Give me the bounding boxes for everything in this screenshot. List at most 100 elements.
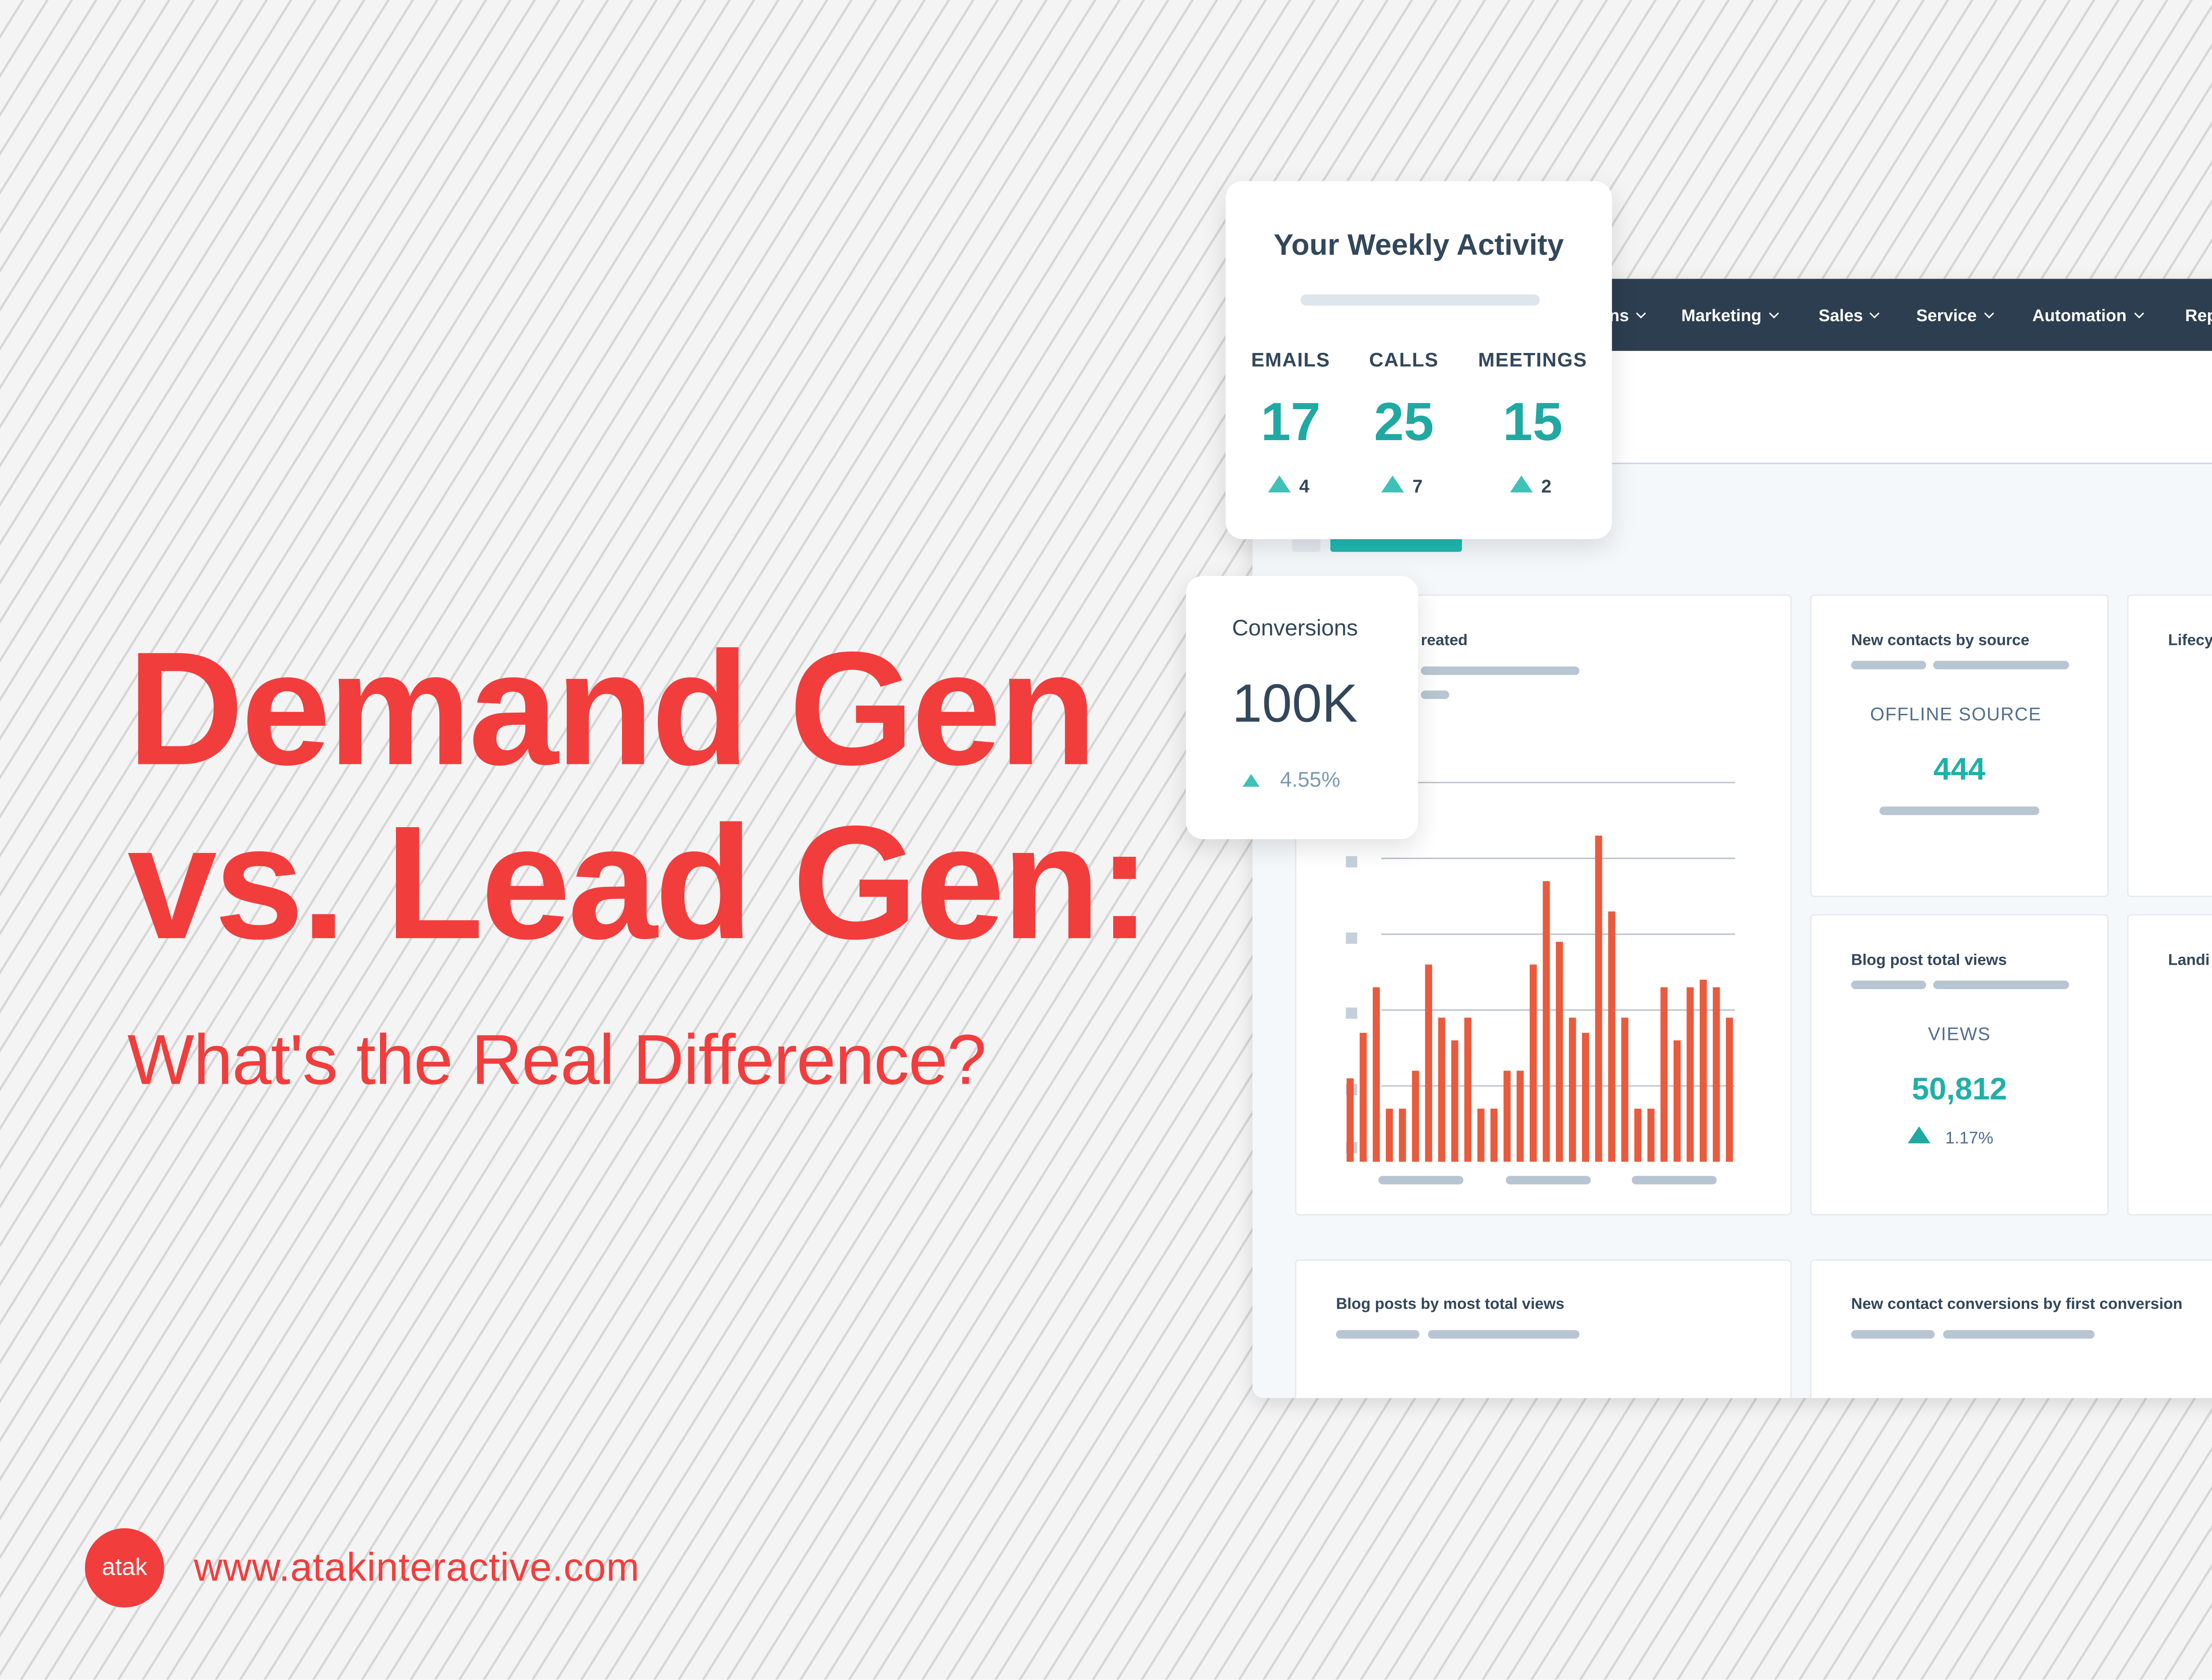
metric-value: 25 [1374, 393, 1434, 453]
bar [1399, 1108, 1406, 1162]
bar-chart [1346, 782, 1735, 1185]
blog-posts-panel: Blog posts by most total views [1295, 1259, 1792, 1398]
metric-label: CALLS [1369, 348, 1439, 371]
placeholder [1851, 660, 1926, 670]
change-value: 4.55% [1280, 768, 1340, 793]
website-url: www.atakinteractive.com [194, 1545, 640, 1589]
bar [1386, 1108, 1393, 1162]
bar [1569, 1017, 1576, 1162]
up-arrow [1908, 1126, 1931, 1143]
change-value: 7 [1412, 475, 1423, 497]
panel-label: OFFLINE SOURCE [1870, 703, 2042, 725]
nav-item[interactable]: Rep [2185, 306, 2212, 326]
metric-value: 17 [1260, 393, 1321, 453]
panel-value: 444 [1933, 751, 1985, 787]
nav-item[interactable]: Automation [2032, 306, 2142, 326]
up-arrow [1268, 475, 1291, 493]
landing-panel: Landi [2127, 914, 2212, 1216]
metric-label: MEETINGS [1478, 348, 1587, 371]
panel-title: Lifecy [2168, 632, 2212, 650]
conversions-panel: New contact conversions by first convers… [1810, 1259, 2212, 1398]
bar [1713, 987, 1720, 1162]
metric-change: 2 [1510, 474, 1551, 500]
up-arrow [1510, 475, 1533, 493]
bar [1647, 1108, 1655, 1162]
change-value: 1.17% [1945, 1128, 1993, 1148]
bar [1608, 911, 1616, 1162]
subtitle: What's the Real Difference? [127, 1020, 987, 1100]
panel-title: New contacts by source [1851, 632, 2030, 650]
bar [1634, 1108, 1642, 1162]
placeholder [1300, 294, 1540, 306]
metric-change: 7 [1381, 474, 1423, 500]
bar [1359, 1032, 1367, 1162]
panel-value: 50,812 [1912, 1071, 2007, 1107]
bar [1372, 987, 1380, 1162]
bar [1555, 942, 1563, 1162]
placeholder [1346, 1007, 1357, 1019]
bar [1503, 1070, 1511, 1162]
placeholder [1632, 1176, 1717, 1185]
placeholder [1336, 1330, 1420, 1339]
nav-item[interactable]: Sales [1819, 306, 1879, 326]
contacts-panel: New contacts by source OFFLINE SOURCE 44… [1810, 594, 2109, 898]
conversions-card: Conversions 100K 4.55% [1186, 575, 1418, 840]
bar [1438, 1017, 1445, 1162]
bar [1726, 1017, 1733, 1162]
metric-label: EMAILS [1251, 348, 1330, 371]
panel-label: VIEWS [1928, 1023, 1991, 1044]
bar [1529, 964, 1537, 1162]
card-label: Conversions [1232, 617, 1358, 641]
headline: Demand Gen [127, 620, 1097, 800]
placeholder [1346, 856, 1357, 867]
bar [1621, 1017, 1628, 1162]
bar [1490, 1108, 1498, 1162]
bar [1451, 1040, 1459, 1162]
placeholder [1933, 660, 2069, 670]
panel-title: Blog posts by most total views [1336, 1296, 1565, 1313]
bar [1517, 1070, 1524, 1162]
placeholder [1421, 666, 1580, 675]
bar [1464, 1017, 1471, 1162]
placeholder [1851, 1330, 1935, 1339]
change-value: 2 [1541, 475, 1551, 497]
bar [1700, 979, 1707, 1162]
panel-change: 1.17% [1908, 1125, 1993, 1151]
bar [1477, 1108, 1485, 1162]
placeholder [1378, 1176, 1463, 1185]
card-title: Your Weekly Activity [1274, 229, 1564, 262]
placeholder [1851, 980, 1926, 990]
bar [1660, 987, 1668, 1162]
headline: vs. Lead Gen: [127, 794, 1152, 974]
panel-title: Landi [2168, 952, 2210, 970]
nav-item[interactable]: ns [1609, 306, 1644, 326]
bar [1346, 1078, 1354, 1162]
panel-title: reated [1421, 632, 1468, 650]
placeholder [1421, 690, 1449, 699]
bar [1425, 964, 1432, 1162]
bar [1595, 836, 1602, 1162]
metric-change: 4 [1268, 474, 1310, 500]
placeholder [1346, 932, 1357, 944]
nav-item[interactable]: Service [1916, 306, 1992, 326]
nav-item[interactable]: Marketing [1681, 306, 1777, 326]
weekly-activity-card: Your Weekly Activity EMAILS 17 4 CALLS 25 7 ME… [1225, 181, 1612, 539]
placeholder [1428, 1330, 1580, 1339]
bar [1543, 881, 1550, 1162]
lifecycle-panel: Lifecy [2127, 594, 2212, 898]
bar [1412, 1070, 1419, 1162]
bar [1673, 1040, 1681, 1162]
bar [1686, 987, 1694, 1162]
metric-value: 15 [1502, 393, 1563, 453]
bar [1582, 1032, 1589, 1162]
card-value: 100K [1232, 675, 1358, 735]
card-change: 4.55% [1242, 768, 1340, 794]
up-arrow [1381, 475, 1404, 493]
placeholder [1933, 980, 2069, 990]
panel-title: New contact conversions by first convers… [1851, 1296, 2183, 1313]
placeholder [1943, 1330, 2095, 1339]
panel-title: Blog post total views [1851, 952, 2007, 970]
logo: atak [84, 1528, 165, 1608]
